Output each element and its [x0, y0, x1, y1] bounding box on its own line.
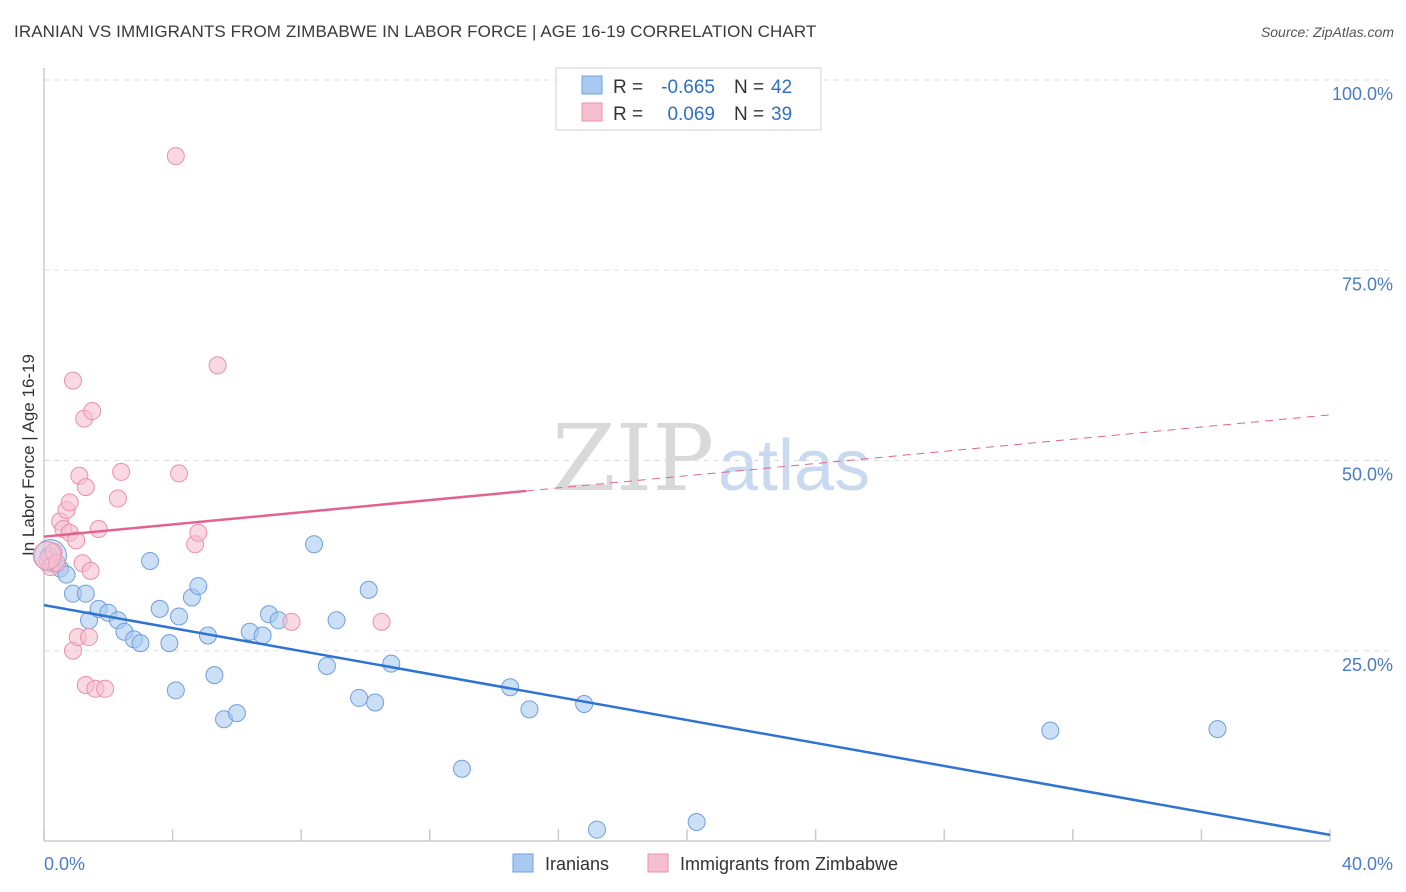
- correlation-legend: R = -0.665 N = 42 R = 0.069 N = 39: [555, 67, 822, 131]
- point-iranians: [1041, 721, 1060, 740]
- point-iranians: [189, 577, 208, 596]
- point-iranians: [520, 700, 539, 719]
- point-zimbabwe: [208, 356, 227, 375]
- point-zimbabwe: [112, 462, 131, 481]
- series-zimbabwe-points: [32, 147, 391, 698]
- point-zimbabwe: [76, 478, 95, 497]
- legend-r-value-1: -0.665: [661, 77, 715, 98]
- legend-r-value-2: 0.069: [667, 104, 715, 125]
- point-iranians: [366, 693, 385, 712]
- trend-line-iranians: [43, 603, 1331, 837]
- trend-lines: [43, 414, 1331, 837]
- point-zimbabwe: [108, 489, 127, 508]
- y-tick-labels: 100.0% 75.0% 50.0% 25.0%: [1332, 84, 1393, 675]
- point-iranians: [382, 654, 401, 673]
- point-iranians: [160, 634, 179, 653]
- trend-line-zimbabwe-extension: [526, 414, 1331, 492]
- point-iranians: [150, 599, 169, 618]
- point-iranians: [350, 688, 369, 707]
- bottom-legend-swatch-iranians: [512, 853, 534, 873]
- point-iranians: [131, 634, 150, 653]
- point-iranians: [1208, 720, 1227, 739]
- legend-n-value-1: 42: [771, 77, 792, 98]
- point-zimbabwe: [63, 371, 82, 390]
- trend-line-zimbabwe: [43, 489, 527, 538]
- x-tick-label-max: 40.0%: [1342, 854, 1393, 874]
- y-axis-title: In Labor Force | Age 16-19: [19, 354, 38, 556]
- point-iranians: [76, 584, 95, 603]
- point-zimbabwe: [80, 628, 99, 647]
- watermark: ZIP atlas: [552, 405, 870, 512]
- point-zimbabwe: [166, 147, 185, 166]
- point-zimbabwe: [81, 561, 100, 580]
- point-iranians: [327, 611, 346, 630]
- y-tick-label-25: 25.0%: [1342, 655, 1393, 675]
- point-iranians: [687, 812, 706, 831]
- point-iranians: [227, 704, 246, 723]
- y-tick-label-75: 75.0%: [1342, 274, 1393, 294]
- x-tick-marks: [43, 829, 1331, 841]
- point-zimbabwe: [372, 612, 391, 631]
- point-iranians: [452, 759, 471, 778]
- point-iranians: [166, 681, 185, 700]
- point-zimbabwe: [67, 531, 86, 550]
- y-tick-label-100: 100.0%: [1332, 84, 1393, 104]
- point-iranians: [141, 551, 160, 570]
- bottom-legend-swatch-zimbabwe: [647, 853, 669, 873]
- point-zimbabwe: [83, 402, 102, 421]
- grid-lines: [44, 79, 1392, 652]
- bottom-legend-label-iranians: Iranians: [545, 854, 609, 874]
- point-zimbabwe: [282, 612, 301, 631]
- legend-swatch-pink: [581, 102, 603, 122]
- bottom-legend-label-zimbabwe: Immigrants from Zimbabwe: [680, 854, 898, 874]
- legend-n-value-2: 39: [771, 104, 792, 125]
- y-tick-label-50: 50.0%: [1342, 465, 1393, 485]
- legend-n-label-2: N =: [734, 104, 764, 125]
- legend-r-label-2: R =: [613, 104, 643, 125]
- point-iranians: [253, 626, 272, 645]
- point-iranians: [575, 695, 594, 714]
- point-zimbabwe: [89, 519, 108, 538]
- point-iranians: [587, 820, 606, 839]
- point-iranians: [317, 656, 336, 675]
- legend-n-label-1: N =: [734, 77, 764, 98]
- point-zimbabwe: [96, 679, 115, 698]
- legend-r-label-1: R =: [613, 77, 643, 98]
- point-zimbabwe-cluster: [32, 541, 62, 571]
- watermark-zip: ZIP: [552, 405, 714, 512]
- point-zimbabwe: [60, 493, 79, 512]
- series-iranians-points: [33, 535, 1227, 839]
- point-iranians: [170, 607, 189, 626]
- x-tick-label-min: 0.0%: [44, 854, 85, 874]
- chart-title: IRANIAN VS IMMIGRANTS FROM ZIMBABWE IN L…: [14, 22, 817, 41]
- point-zimbabwe: [170, 464, 189, 483]
- legend-swatch-blue: [581, 75, 603, 95]
- source-credit: Source: ZipAtlas.com: [1260, 24, 1394, 40]
- point-iranians: [205, 666, 224, 685]
- bottom-legend: Iranians Immigrants from Zimbabwe: [512, 853, 898, 874]
- point-iranians: [359, 580, 378, 599]
- point-zimbabwe: [189, 523, 208, 542]
- point-iranians: [305, 535, 324, 554]
